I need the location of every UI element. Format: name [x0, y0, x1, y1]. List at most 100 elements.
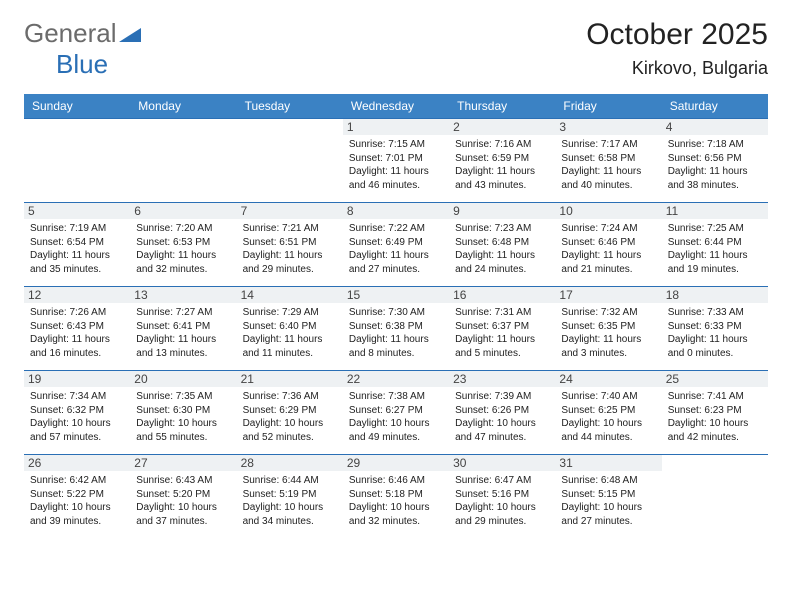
day-d1: Daylight: 11 hours [30, 249, 124, 263]
day-ss: Sunset: 5:18 PM [349, 488, 443, 502]
day-d1: Daylight: 11 hours [455, 249, 549, 263]
logo: General Blue [24, 18, 141, 80]
day-number: 25 [662, 371, 768, 387]
day-d2: and 8 minutes. [349, 347, 443, 361]
day-number: 17 [555, 287, 661, 303]
day-sr: Sunrise: 7:17 AM [561, 138, 655, 152]
calendar-cell: 7Sunrise: 7:21 AMSunset: 6:51 PMDaylight… [237, 203, 343, 287]
day-sr: Sunrise: 6:48 AM [561, 474, 655, 488]
day-d2: and 24 minutes. [455, 263, 549, 277]
day-d2: and 55 minutes. [136, 431, 230, 445]
day-sr: Sunrise: 7:15 AM [349, 138, 443, 152]
day-d2: and 38 minutes. [668, 179, 762, 193]
day-sr: Sunrise: 7:29 AM [243, 306, 337, 320]
day-sr: Sunrise: 7:25 AM [668, 222, 762, 236]
day-ss: Sunset: 6:54 PM [30, 236, 124, 250]
day-number: 31 [555, 455, 661, 471]
day-d1: Daylight: 10 hours [136, 417, 230, 431]
calendar-cell: 12Sunrise: 7:26 AMSunset: 6:43 PMDayligh… [24, 287, 130, 371]
day-sr: Sunrise: 7:36 AM [243, 390, 337, 404]
day-d1: Daylight: 11 hours [136, 333, 230, 347]
day-ss: Sunset: 6:35 PM [561, 320, 655, 334]
weekday-header: Wednesday [343, 94, 449, 119]
day-d2: and 44 minutes. [561, 431, 655, 445]
day-d2: and 49 minutes. [349, 431, 443, 445]
weekday-header: Monday [130, 94, 236, 119]
day-number: 8 [343, 203, 449, 219]
day-d1: Daylight: 11 hours [243, 333, 337, 347]
day-ss: Sunset: 5:22 PM [30, 488, 124, 502]
day-ss: Sunset: 5:19 PM [243, 488, 337, 502]
day-ss: Sunset: 6:40 PM [243, 320, 337, 334]
day-d2: and 37 minutes. [136, 515, 230, 529]
day-sr: Sunrise: 7:34 AM [30, 390, 124, 404]
month-title: October 2025 [586, 18, 768, 52]
calendar-row: 26Sunrise: 6:42 AMSunset: 5:22 PMDayligh… [24, 455, 768, 539]
logo-text: General Blue [24, 18, 141, 80]
day-number: 6 [130, 203, 236, 219]
day-d1: Daylight: 10 hours [30, 417, 124, 431]
day-ss: Sunset: 6:58 PM [561, 152, 655, 166]
day-sr: Sunrise: 7:38 AM [349, 390, 443, 404]
day-d1: Daylight: 10 hours [349, 501, 443, 515]
day-d2: and 21 minutes. [561, 263, 655, 277]
day-ss: Sunset: 6:49 PM [349, 236, 443, 250]
day-number: 15 [343, 287, 449, 303]
day-ss: Sunset: 6:30 PM [136, 404, 230, 418]
day-ss: Sunset: 6:27 PM [349, 404, 443, 418]
day-d2: and 34 minutes. [243, 515, 337, 529]
day-d2: and 19 minutes. [668, 263, 762, 277]
day-ss: Sunset: 6:29 PM [243, 404, 337, 418]
weekday-header: Saturday [662, 94, 768, 119]
day-d1: Daylight: 11 hours [243, 249, 337, 263]
calendar-cell: 10Sunrise: 7:24 AMSunset: 6:46 PMDayligh… [555, 203, 661, 287]
day-ss: Sunset: 6:41 PM [136, 320, 230, 334]
calendar-cell: 29Sunrise: 6:46 AMSunset: 5:18 PMDayligh… [343, 455, 449, 539]
day-ss: Sunset: 6:37 PM [455, 320, 549, 334]
day-number: 22 [343, 371, 449, 387]
day-d1: Daylight: 10 hours [561, 501, 655, 515]
day-sr: Sunrise: 7:30 AM [349, 306, 443, 320]
day-d1: Daylight: 10 hours [561, 417, 655, 431]
day-sr: Sunrise: 7:35 AM [136, 390, 230, 404]
day-number: 19 [24, 371, 130, 387]
calendar-cell: 9Sunrise: 7:23 AMSunset: 6:48 PMDaylight… [449, 203, 555, 287]
location: Kirkovo, Bulgaria [586, 58, 768, 79]
day-ss: Sunset: 6:51 PM [243, 236, 337, 250]
calendar-cell: 4Sunrise: 7:18 AMSunset: 6:56 PMDaylight… [662, 119, 768, 203]
day-number: 12 [24, 287, 130, 303]
day-d1: Daylight: 11 hours [349, 165, 443, 179]
calendar-cell: 27Sunrise: 6:43 AMSunset: 5:20 PMDayligh… [130, 455, 236, 539]
day-sr: Sunrise: 6:43 AM [136, 474, 230, 488]
calendar-cell: 5Sunrise: 7:19 AMSunset: 6:54 PMDaylight… [24, 203, 130, 287]
calendar-cell [662, 455, 768, 539]
day-number: 30 [449, 455, 555, 471]
day-d2: and 57 minutes. [30, 431, 124, 445]
day-d1: Daylight: 11 hours [349, 249, 443, 263]
day-number: 5 [24, 203, 130, 219]
day-number: 2 [449, 119, 555, 135]
calendar-cell: 13Sunrise: 7:27 AMSunset: 6:41 PMDayligh… [130, 287, 236, 371]
day-number: 4 [662, 119, 768, 135]
day-number: 21 [237, 371, 343, 387]
day-d1: Daylight: 11 hours [668, 165, 762, 179]
day-d2: and 27 minutes. [349, 263, 443, 277]
day-d1: Daylight: 11 hours [561, 333, 655, 347]
header: General Blue October 2025 Kirkovo, Bulga… [24, 18, 768, 80]
day-number: 28 [237, 455, 343, 471]
day-number: 1 [343, 119, 449, 135]
day-d1: Daylight: 10 hours [136, 501, 230, 515]
day-d1: Daylight: 10 hours [349, 417, 443, 431]
calendar-cell: 26Sunrise: 6:42 AMSunset: 5:22 PMDayligh… [24, 455, 130, 539]
day-d2: and 5 minutes. [455, 347, 549, 361]
day-sr: Sunrise: 7:41 AM [668, 390, 762, 404]
calendar-cell: 8Sunrise: 7:22 AMSunset: 6:49 PMDaylight… [343, 203, 449, 287]
day-ss: Sunset: 7:01 PM [349, 152, 443, 166]
day-d2: and 29 minutes. [243, 263, 337, 277]
day-sr: Sunrise: 7:27 AM [136, 306, 230, 320]
day-sr: Sunrise: 7:18 AM [668, 138, 762, 152]
day-sr: Sunrise: 7:31 AM [455, 306, 549, 320]
day-d1: Daylight: 11 hours [455, 165, 549, 179]
day-ss: Sunset: 6:53 PM [136, 236, 230, 250]
day-sr: Sunrise: 7:24 AM [561, 222, 655, 236]
